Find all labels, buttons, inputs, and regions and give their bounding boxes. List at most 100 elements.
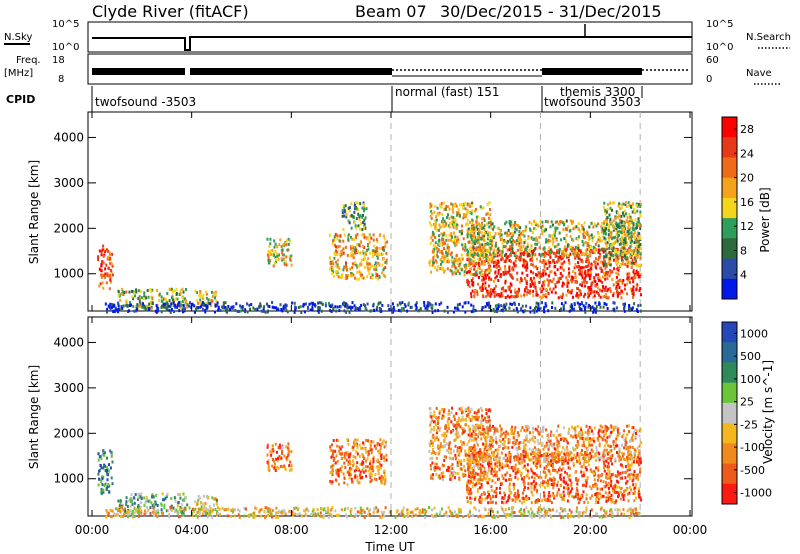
power-data-cell	[328, 301, 330, 305]
power-data-cell	[376, 246, 379, 250]
power-data-cell	[625, 212, 627, 216]
power-data-cell	[281, 251, 284, 255]
power-data-cell	[559, 255, 562, 259]
power-data-cell	[594, 310, 597, 314]
power-data-cell	[278, 243, 281, 247]
velocity-data-cell	[183, 498, 186, 502]
velocity-data-cell	[609, 476, 611, 479]
power-data-cell	[481, 221, 483, 225]
power-data-cell	[476, 222, 479, 226]
power-data-cell	[345, 277, 348, 280]
power-data-cell	[376, 250, 379, 254]
power-data-cell	[624, 236, 626, 240]
power-data-cell	[439, 250, 442, 254]
power-data-cell	[632, 221, 635, 225]
power-data-cell	[144, 305, 147, 309]
power-data-cell	[353, 221, 356, 224]
power-data-cell	[446, 243, 449, 247]
power-data-cell	[344, 302, 347, 306]
power-data-cell	[162, 297, 165, 301]
velocity-data-cell	[632, 477, 635, 481]
power-data-cell	[547, 259, 550, 263]
power-data-cell	[506, 248, 509, 252]
power-data-cell	[576, 301, 579, 305]
velocity-data-cell	[167, 509, 170, 513]
power-data-cell	[626, 276, 629, 280]
power-data-cell	[465, 253, 468, 256]
power-data-cell	[564, 245, 566, 249]
power-data-cell	[583, 230, 586, 234]
velocity-data-cell	[100, 480, 103, 483]
power-data-cell	[370, 236, 373, 240]
velocity-data-cell	[607, 496, 610, 500]
power-data-cell	[621, 251, 624, 255]
velocity-data-cell	[539, 464, 542, 468]
power-data-cell	[436, 268, 439, 272]
power-data-cell	[521, 251, 524, 255]
power-data-cell	[353, 203, 356, 207]
power-data-cell	[359, 227, 362, 231]
power-data-cell	[587, 273, 590, 277]
power-data-cell	[497, 232, 500, 236]
velocity-data-cell	[480, 437, 483, 441]
power-data-cell	[359, 240, 362, 244]
velocity-data-cell	[359, 474, 362, 478]
power-data-cell	[544, 272, 547, 276]
power-data-cell	[623, 302, 626, 306]
velocity-data-cell	[334, 449, 337, 453]
velocity-data-cell	[517, 459, 520, 463]
power-data-cell	[567, 267, 570, 271]
velocity-data-cell	[597, 497, 600, 501]
power-data-cell	[562, 268, 565, 272]
power-data-cell	[615, 271, 618, 275]
power-data-cell	[353, 237, 356, 241]
power-data-cell	[607, 287, 610, 291]
power-data-cell	[105, 263, 108, 267]
velocity-data-cell	[514, 472, 517, 476]
power-data-cell	[540, 290, 543, 294]
power-colorbar-cell	[722, 238, 737, 259]
power-data-cell	[330, 310, 333, 313]
power-data-cell	[433, 210, 436, 214]
power-data-cell	[349, 214, 352, 218]
power-data-cell	[342, 303, 345, 307]
velocity-data-cell	[594, 471, 597, 475]
power-data-cell	[120, 287, 123, 291]
power-data-cell	[488, 265, 491, 269]
power-data-cell	[516, 239, 519, 243]
power-data-cell	[437, 248, 440, 252]
power-data-cell	[503, 254, 506, 258]
velocity-data-cell	[559, 493, 562, 497]
power-data-cell	[287, 242, 290, 246]
power-data-cell	[608, 260, 611, 264]
power-data-cell	[250, 303, 253, 306]
cpid-segment-themis: themis 3300	[560, 85, 635, 99]
power-data-cell	[336, 250, 339, 254]
power-data-cell	[473, 252, 476, 256]
power-data-cell	[585, 265, 587, 269]
power-data-cell	[622, 246, 625, 250]
velocity-data-cell	[97, 472, 100, 476]
power-data-cell	[464, 265, 466, 269]
power-data-cell	[461, 231, 463, 235]
power-data-cell	[602, 250, 605, 254]
power-data-cell	[621, 224, 624, 228]
velocity-data-cell	[378, 462, 381, 466]
velocity-data-cell	[576, 489, 579, 493]
velocity-data-cell	[272, 448, 274, 451]
power-data-cell	[601, 269, 604, 273]
velocity-data-cell	[472, 483, 475, 487]
power-data-cell	[620, 296, 623, 300]
power-data-cell	[639, 246, 642, 250]
power-data-cell	[339, 254, 342, 258]
power-data-cell	[633, 230, 636, 234]
velocity-data-cell	[106, 456, 108, 460]
velocity-data-cell	[337, 473, 340, 477]
power-data-cell	[335, 309, 338, 313]
velocity-data-cell	[549, 499, 552, 503]
power-data-cell	[437, 243, 440, 247]
power-data-cell	[633, 302, 636, 306]
velocity-data-cell	[514, 497, 517, 501]
power-data-cell	[465, 271, 468, 275]
velocity-data-cell	[530, 452, 532, 456]
